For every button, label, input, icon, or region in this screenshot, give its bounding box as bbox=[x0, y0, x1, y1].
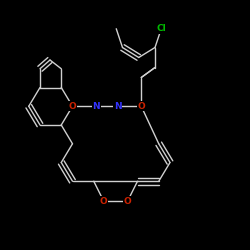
Text: N: N bbox=[114, 102, 121, 111]
Text: O: O bbox=[138, 102, 145, 111]
Text: O: O bbox=[100, 197, 108, 206]
Text: N: N bbox=[92, 102, 100, 111]
Text: Cl: Cl bbox=[156, 24, 166, 33]
Text: O: O bbox=[124, 197, 132, 206]
Text: O: O bbox=[68, 102, 76, 111]
